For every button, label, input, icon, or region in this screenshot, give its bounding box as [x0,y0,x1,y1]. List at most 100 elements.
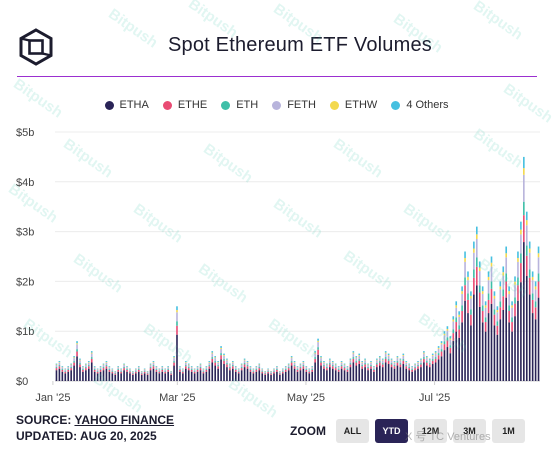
bar-segment-eth [481,305,484,311]
bar-segment-etha [484,331,487,381]
bar-segment-eth [143,371,146,372]
bar-segment-feth [193,369,196,372]
bar-segment-ethw [446,328,449,331]
bar-segment-4-others [202,368,205,370]
legend-item-ethe[interactable]: ETHE [162,99,207,111]
bar-segment-etha [358,364,361,381]
bar-segment-4-others [246,361,249,363]
bar-segment-ethe [58,366,61,369]
bar-segment-ethe [399,364,402,368]
bar-segment-ethe [423,358,425,363]
bar-segment-eth [487,293,490,300]
bar-segment-ethe [531,299,534,314]
bar-segment-ethe [281,371,284,374]
bar-segment-ethw [302,362,305,363]
bar-segment-ethw [443,333,446,336]
bar-segment-ethw [452,319,455,322]
bar-segment-ethe [443,344,446,351]
bar-segment-etha [267,373,269,381]
bar-segment-eth [314,357,316,359]
bar-segment-etha [311,371,314,381]
bar-segment-etha [99,371,102,381]
bar-segment-4-others [211,351,214,353]
legend-item-others[interactable]: 4 Others [391,99,449,111]
bar-segment-ethe [184,366,187,369]
bar-segment-4-others [276,366,278,367]
bar-segment-eth [140,373,143,374]
bar-segment-4-others [461,286,463,292]
bar-segment-ethw [331,362,334,363]
bar-segment-4-others [234,366,237,367]
bar-segment-4-others [102,363,105,365]
bar-segment-ethe [249,369,252,372]
zoom-all-button[interactable]: ALL [336,419,369,443]
legend-item-feth[interactable]: FETH [272,99,316,111]
bar-segment-ethw [531,276,534,281]
bar-segment-ethe [473,277,475,295]
bar-segment-ethe [146,373,149,375]
bar-segment-feth [511,307,513,318]
bar-segment-eth [393,365,396,367]
bar-segment-etha [205,371,208,381]
bar-segment-etha [240,370,243,381]
bar-segment-etha [87,368,90,381]
bar-segment-4-others [384,351,387,353]
bar-segment-eth [164,371,167,372]
bar-segment-eth [258,367,261,369]
zoom-12m-button[interactable]: 12M [414,419,447,443]
bar-segment-ethe [261,371,264,374]
bar-segment-etha [61,371,64,381]
bar-segment-eth [308,371,311,372]
legend-item-ethw[interactable]: ETHW [329,99,377,111]
bar-segment-feth [73,358,75,362]
zoom-ytd-button[interactable]: YTD [375,419,408,443]
bar-segment-feth [55,364,58,368]
bar-segment-eth [281,371,284,372]
bar-segment-4-others [329,358,331,360]
bar-segment-ethw [414,364,416,365]
bar-segment-4-others [323,361,325,363]
bar-segment-feth [226,360,228,364]
bar-segment-ethe [381,364,384,368]
legend-item-etha[interactable]: ETHA [104,99,149,111]
bar-segment-eth [182,371,184,372]
bar-segment-feth [229,364,231,368]
bar-segment-feth [525,225,528,246]
bar-segment-eth [352,357,355,359]
bar-segment-etha [331,368,334,381]
bar-segment-eth [96,371,99,372]
bar-segment-ethw [534,286,537,290]
source-link[interactable]: YAHOO FINANCE [74,413,175,427]
bar-segment-ethe [276,369,278,372]
bar-segment-4-others [176,306,178,311]
bar-segment-feth [355,358,358,362]
legend-label: FETH [287,99,316,111]
bar-segment-ethe [431,360,434,365]
bar-segment-ethw [431,354,434,356]
bar-segment-ethe [361,366,363,369]
bar-segment-eth [343,367,346,369]
bar-segment-4-others [426,356,428,358]
bar-segment-etha [302,368,305,381]
bar-segment-ethe [158,371,161,374]
bar-segment-ethw [376,359,378,361]
bar-segment-eth [426,361,428,363]
bar-segment-4-others [428,358,431,360]
bar-segment-feth [420,360,422,364]
zoom-3m-button[interactable]: 3M [453,419,486,443]
bar-segment-ethw [102,364,105,365]
bar-segment-etha [467,313,469,381]
bar-segment-eth [346,369,349,370]
bar-segment-ethe [376,364,378,368]
bar-segment-etha [155,371,158,381]
bar-segment-etha [261,373,264,381]
bar-segment-4-others [199,363,202,365]
bar-segment-etha [123,370,125,381]
y-tick-label: $3b [16,227,34,239]
bar-segment-eth [111,371,114,372]
bar-segment-ethe [267,371,269,374]
legend-item-eth[interactable]: ETH [221,99,258,111]
zoom-1m-button[interactable]: 1M [492,419,525,443]
bar-segment-feth [211,353,214,358]
bar-segment-ethe [334,368,337,371]
